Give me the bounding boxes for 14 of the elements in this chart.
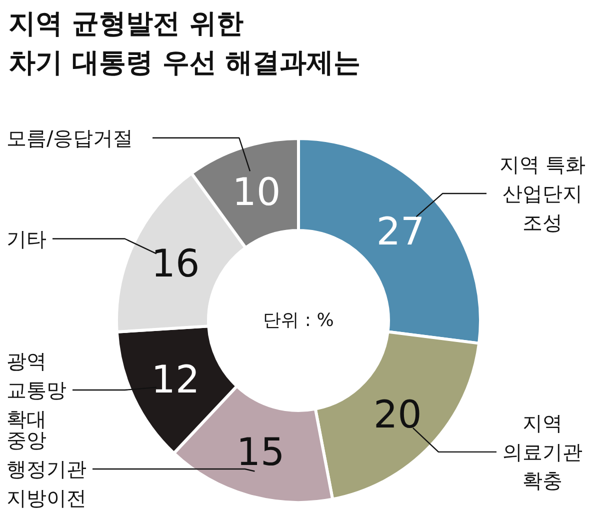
slice-label: 지역 의료기관 확충 <box>502 411 582 493</box>
slice-label: 모름/응답거절 <box>6 126 134 150</box>
text: 단위 : % <box>263 310 334 331</box>
data-label: 10 <box>232 170 281 214</box>
data-label: 12 <box>151 357 200 402</box>
slice-label: 지역 특화 산업단지 조성 <box>499 152 586 234</box>
slice-label: 중앙 행정기관 지방이전 <box>6 428 86 510</box>
data-label: 27 <box>376 210 425 254</box>
slice-label: 기타 <box>6 226 46 251</box>
data-label: 15 <box>236 430 285 474</box>
chart-title: 지역 균형발전 위한 차기 대통령 우선 해결과제는 <box>8 8 361 78</box>
data-label: 16 <box>151 242 200 286</box>
slice-label: 광역 교통망 확대 <box>6 349 66 431</box>
data-label: 20 <box>373 392 422 437</box>
